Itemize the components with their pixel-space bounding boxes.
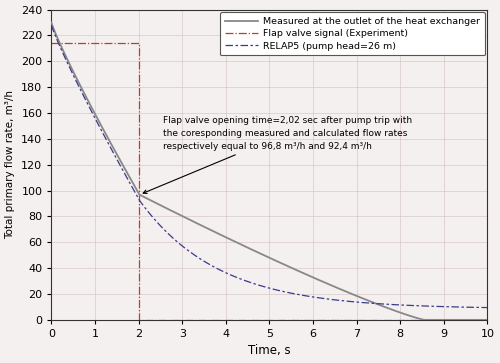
Measured at the outlet of the heat exchanger xyxy=(93,114,99,118)
Line: Measured at the outlet of the heat exchanger: Measured at the outlet of the heat excha… xyxy=(52,23,488,320)
RELAP5 (pump head=26 m) xyxy=(348,299,354,304)
RELAP5 (pump head=26 m) xyxy=(48,23,54,27)
RELAP5 (pump head=26 m) xyxy=(396,303,402,307)
Measured at the outlet of the heat exchanger xyxy=(240,244,246,248)
Measured at the outlet of the heat exchanger xyxy=(224,236,230,240)
Text: Flap valve opening time=2,02 sec after pump trip with
the coresponding measured : Flap valve opening time=2,02 sec after p… xyxy=(143,115,411,193)
Measured at the outlet of the heat exchanger xyxy=(348,291,354,296)
RELAP5 (pump head=26 m) xyxy=(388,302,394,307)
X-axis label: Time, s: Time, s xyxy=(248,344,290,358)
RELAP5 (pump head=26 m) xyxy=(484,305,490,310)
RELAP5 (pump head=26 m) xyxy=(93,118,99,122)
Legend: Measured at the outlet of the heat exchanger, Flap valve signal (Experiment), RE: Measured at the outlet of the heat excha… xyxy=(220,12,484,56)
Flap valve signal (Experiment) xyxy=(136,318,142,322)
Flap valve signal (Experiment) xyxy=(136,41,142,45)
Flap valve signal (Experiment) xyxy=(48,41,54,45)
Measured at the outlet of the heat exchanger xyxy=(484,318,490,322)
Y-axis label: Total primary flow rate, m³/h: Total primary flow rate, m³/h xyxy=(6,90,16,239)
Measured at the outlet of the heat exchanger xyxy=(388,307,394,311)
Flap valve signal (Experiment) xyxy=(484,318,490,322)
Measured at the outlet of the heat exchanger xyxy=(396,310,402,314)
RELAP5 (pump head=26 m) xyxy=(240,278,246,282)
Line: Flap valve signal (Experiment): Flap valve signal (Experiment) xyxy=(52,43,488,320)
Measured at the outlet of the heat exchanger xyxy=(422,318,428,322)
Line: RELAP5 (pump head=26 m): RELAP5 (pump head=26 m) xyxy=(52,25,488,307)
RELAP5 (pump head=26 m) xyxy=(224,272,230,276)
Measured at the outlet of the heat exchanger xyxy=(48,20,54,25)
